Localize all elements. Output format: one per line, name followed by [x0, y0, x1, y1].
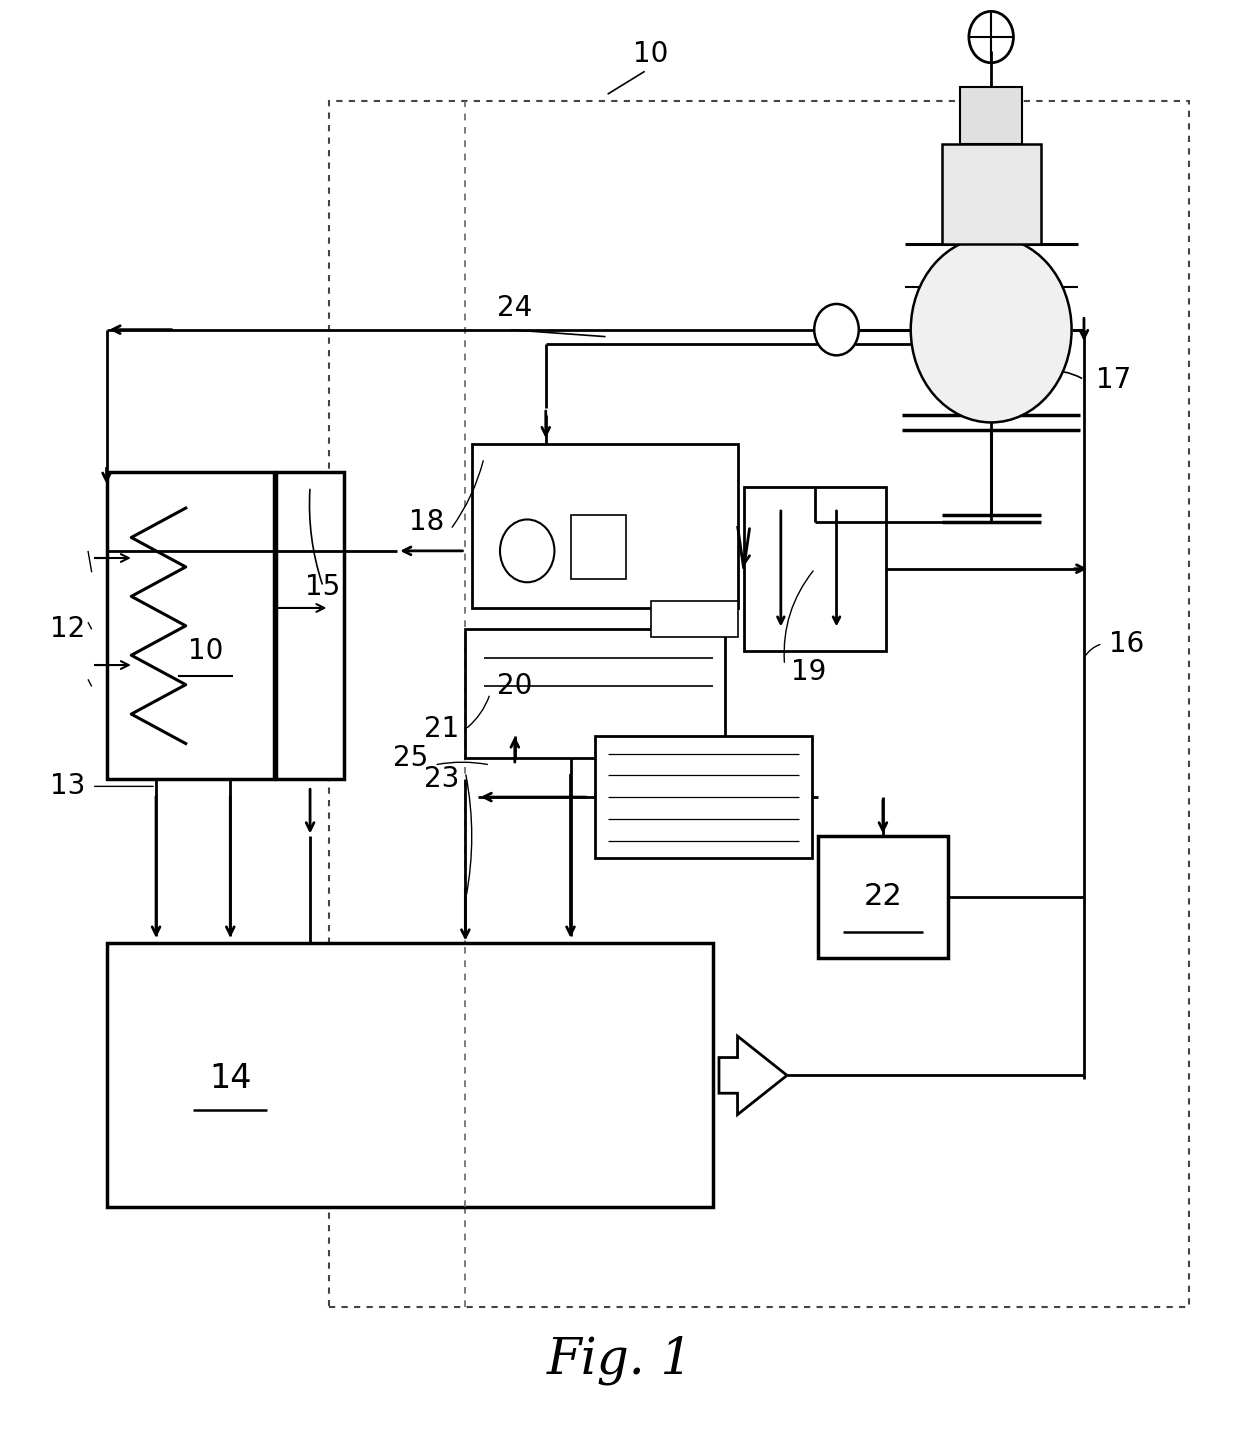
FancyArrow shape — [719, 1037, 787, 1114]
Text: Fig. 1: Fig. 1 — [547, 1336, 693, 1384]
Bar — [471, 443, 738, 608]
Text: 10: 10 — [634, 40, 668, 69]
Bar — [570, 515, 626, 579]
Text: 22: 22 — [863, 882, 903, 911]
Text: 15: 15 — [305, 572, 341, 601]
Text: 14: 14 — [210, 1062, 252, 1095]
Text: 25: 25 — [393, 744, 428, 772]
Text: 16: 16 — [1109, 629, 1145, 658]
Bar — [960, 87, 1022, 144]
Text: 23: 23 — [424, 765, 459, 794]
Text: 18: 18 — [409, 508, 444, 536]
Circle shape — [910, 237, 1071, 422]
Text: 10: 10 — [187, 636, 223, 665]
Text: 12: 12 — [51, 615, 86, 644]
Bar — [277, 472, 343, 779]
Bar — [107, 472, 274, 779]
Text: 20: 20 — [497, 672, 532, 701]
Bar — [107, 944, 713, 1207]
Bar — [330, 102, 1189, 1307]
Text: 13: 13 — [50, 772, 86, 801]
Bar — [465, 629, 725, 758]
Bar — [744, 486, 887, 651]
Text: 24: 24 — [497, 295, 532, 322]
Bar — [818, 837, 947, 958]
Circle shape — [815, 305, 859, 355]
Bar — [595, 736, 812, 858]
Text: 19: 19 — [791, 658, 826, 686]
Bar — [651, 601, 738, 636]
Text: 21: 21 — [424, 715, 459, 744]
Bar — [941, 144, 1040, 245]
Text: 17: 17 — [1096, 366, 1132, 393]
